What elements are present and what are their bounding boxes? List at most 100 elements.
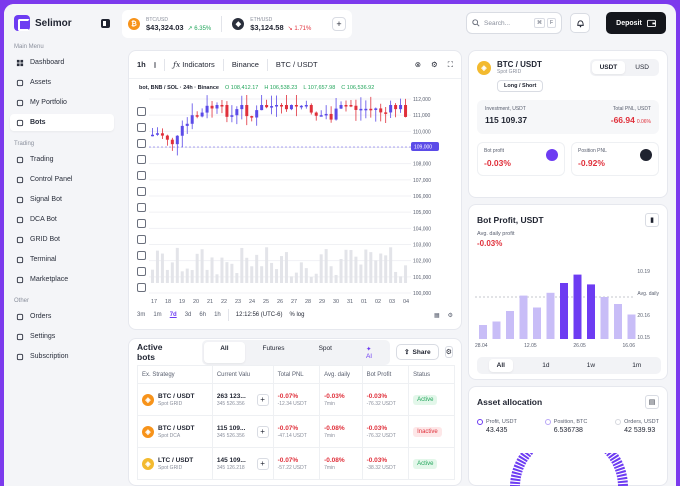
- pair-card: ◈ BTC / USDT Spot GRID USDT USD Long / S…: [468, 50, 668, 198]
- volume-bar: [349, 250, 353, 283]
- sidebar-collapse-button[interactable]: [101, 18, 110, 28]
- sidebar-item-grid-bot[interactable]: GRID Bot: [10, 231, 114, 248]
- scale-toggle[interactable]: % log: [289, 312, 305, 318]
- period-1w[interactable]: 1w: [586, 362, 596, 369]
- sidebar-item-bots[interactable]: Bots: [10, 114, 114, 131]
- text-tool-icon[interactable]: [137, 187, 146, 196]
- sidebar-section-title: Trading: [14, 141, 35, 147]
- volume-bar: [399, 276, 403, 283]
- filter-futures[interactable]: Futures: [262, 344, 285, 352]
- table-header: Bot Profit: [361, 365, 410, 384]
- toggle-usdt[interactable]: USDT: [591, 61, 626, 74]
- bot-profit-chart[interactable]: [475, 267, 659, 353]
- exchange-selector[interactable]: Binance: [231, 60, 259, 69]
- chart-type-button[interactable]: ▮: [645, 213, 659, 227]
- add-funds-button[interactable]: +: [256, 457, 269, 470]
- notifications-button[interactable]: [570, 13, 590, 33]
- filter-ai[interactable]: ✦ AI: [350, 342, 388, 363]
- candle-body: [389, 105, 393, 113]
- ticker-eth[interactable]: ETH/USD $3,124.58 ↘ 1.71%: [250, 17, 311, 32]
- sidebar-item-control-panel[interactable]: Control Panel: [10, 171, 114, 188]
- volume-bar: [314, 273, 318, 283]
- toggle-usd[interactable]: USD: [635, 64, 649, 71]
- ruler-tool-icon[interactable]: [137, 219, 146, 228]
- period-1m[interactable]: 1m: [632, 362, 642, 369]
- sidebar-item-assets[interactable]: Assets: [10, 74, 114, 91]
- sidebar-item-dca-bot[interactable]: DCA Bot: [10, 211, 114, 228]
- deposit-button[interactable]: Deposit: [606, 12, 666, 34]
- timeframe-1m[interactable]: 1m: [153, 312, 162, 318]
- calendar-icon[interactable]: ▦: [433, 312, 440, 319]
- topbar: ₿ BTC/USD $43,324.03 ↗ 6.35% ◆ ETH/USD $…: [122, 10, 670, 40]
- sidebar-item-terminal[interactable]: Terminal: [10, 251, 114, 268]
- position-pnl-icon: [640, 149, 652, 161]
- trendline-tool-icon[interactable]: [137, 123, 146, 132]
- sidebar-item-trading[interactable]: Trading: [10, 151, 114, 168]
- fib-tool-icon[interactable]: [137, 139, 146, 148]
- zoom-tool-icon[interactable]: [137, 235, 146, 244]
- sidebar-item-subscription[interactable]: Subscription: [10, 348, 114, 365]
- mode-badge[interactable]: Long / Short: [497, 80, 544, 92]
- sidebar-item-settings[interactable]: Settings: [10, 328, 114, 345]
- settings-icon[interactable]: ⚙: [431, 59, 438, 69]
- table-row[interactable]: ◈ BTC / USDT Spot GRID 263 123... 345 526.35…: [137, 383, 455, 416]
- filter-spot[interactable]: Spot: [318, 344, 332, 352]
- add-funds-button[interactable]: +: [256, 425, 269, 438]
- avg-daily-value: -0.08%: [324, 456, 345, 464]
- volume-bar: [329, 266, 333, 283]
- bots-settings-button[interactable]: ⚙: [444, 346, 453, 358]
- sidebar-item-signal-bot[interactable]: Signal Bot: [10, 191, 114, 208]
- volume-bar: [324, 249, 328, 283]
- total-pnl-sub: -47.14 USDT: [277, 432, 307, 439]
- deposit-label: Deposit: [616, 19, 642, 27]
- total-pnl-pct: 0.06%: [636, 119, 651, 125]
- fullscreen-icon[interactable]: ⛶: [447, 59, 453, 69]
- add-ticker-button[interactable]: +: [332, 17, 346, 31]
- timeframe-1h[interactable]: 1h: [214, 312, 221, 318]
- profit-bar: [533, 307, 541, 339]
- candle-body: [334, 108, 338, 120]
- volume-bar: [369, 252, 373, 283]
- current-value-sub: 345 126.218: [216, 464, 245, 471]
- crosshair-tool-icon[interactable]: [137, 107, 146, 116]
- volume-bar: [364, 249, 368, 283]
- table-row[interactable]: ◈ LTC / USDT Spot GRID 145 109... 345 126.21…: [137, 447, 455, 480]
- period-1d[interactable]: 1d: [542, 362, 550, 369]
- snapshot-icon[interactable]: ⊗: [414, 59, 422, 69]
- search-input[interactable]: Search... ⌘ F: [466, 12, 562, 34]
- sidebar-item-marketplace[interactable]: Marketplace: [10, 271, 114, 288]
- lock-tool-icon[interactable]: [137, 267, 146, 276]
- add-funds-button[interactable]: +: [256, 393, 269, 406]
- table-row[interactable]: ◈ BTC / USDT Spot DCA 115 109... 345 526.356…: [137, 415, 455, 448]
- timeframe-3m[interactable]: 3m: [137, 312, 146, 318]
- pattern-tool-icon[interactable]: [137, 203, 146, 212]
- sidebar-item-dashboard[interactable]: Dashboard: [10, 54, 114, 71]
- ticker-btc[interactable]: BTC/USD $43,324.03 ↗ 6.35%: [146, 17, 211, 32]
- chart-type-icon[interactable]: ⫾: [153, 59, 157, 69]
- shape-tool-icon[interactable]: [137, 155, 146, 164]
- timeframe-6h[interactable]: 6h: [199, 312, 207, 318]
- pair-selector[interactable]: BTC / USDT: [275, 60, 318, 69]
- period-All[interactable]: All: [488, 359, 513, 372]
- share-button[interactable]: ⇪ Share: [396, 344, 439, 360]
- timeframe-3d[interactable]: 3d: [184, 312, 192, 318]
- indicators-button[interactable]: ƒx Indicators: [173, 60, 215, 69]
- volume-bar: [170, 262, 174, 283]
- candle-body: [155, 133, 159, 135]
- chart-settings-icon[interactable]: ⚙: [447, 312, 453, 319]
- allocation-menu-button[interactable]: ▤: [645, 395, 659, 409]
- interval-selector[interactable]: 1h: [137, 60, 146, 69]
- brush-tool-icon[interactable]: [137, 171, 146, 180]
- trash-tool-icon[interactable]: [137, 283, 146, 292]
- candlestick-chart[interactable]: 112,000 111,000 110,000 109,000 108,000 107,0…: [149, 95, 459, 307]
- volume-bar: [379, 253, 383, 283]
- brand-name: Selimor: [35, 17, 72, 29]
- total-pnl-sub: -57.22 USDT: [277, 464, 307, 471]
- trading-icon: [16, 156, 24, 164]
- candle-body: [215, 105, 219, 109]
- sidebar-item-my-portfolio[interactable]: My Portfolio: [10, 94, 114, 111]
- sidebar-item-orders[interactable]: Orders: [10, 308, 114, 325]
- filter-all[interactable]: All: [204, 341, 245, 363]
- timeframe-7d[interactable]: 7d: [169, 312, 177, 318]
- magnet-tool-icon[interactable]: [137, 251, 146, 260]
